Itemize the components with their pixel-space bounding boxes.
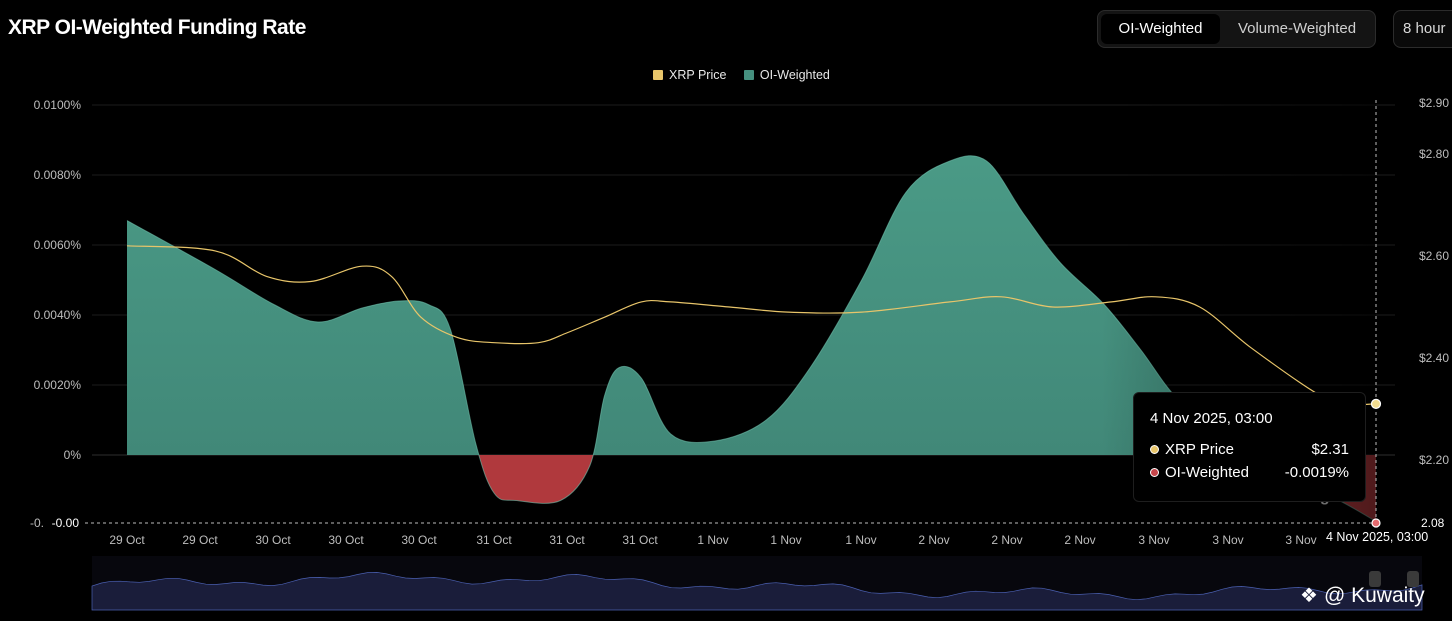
hover-tooltip: 4 Nov 2025, 03:00 XRP Price $2.31 OI-Wei… <box>1133 392 1366 502</box>
tooltip-label-price: XRP Price <box>1165 441 1234 458</box>
chart-legend: XRP Price OI-Weighted <box>653 68 844 83</box>
left-tick-label: 0.0080% <box>34 168 82 182</box>
x-tick-label: 30 Oct <box>401 533 437 547</box>
x-tick-label: 2 Nov <box>1064 533 1095 547</box>
navigator-handle-right <box>1407 571 1419 587</box>
crosshair <box>85 100 1382 528</box>
tooltip-row-price: XRP Price $2.31 <box>1150 441 1349 458</box>
crosshair-y-left-box <box>47 515 83 532</box>
left-tick-label: 0.0020% <box>34 378 82 392</box>
x-tick-label: 3 Nov <box>1138 533 1169 547</box>
watermark: ❖ @ Kuwaity <box>1300 583 1425 608</box>
x-tick-label: 31 Oct <box>622 533 658 547</box>
x-tick-label: 1 Nov <box>770 533 801 547</box>
x-tick-label: 3 Nov <box>1285 533 1316 547</box>
x-tick-label: 2 Nov <box>918 533 949 547</box>
x-tick-label: 2 Nov <box>991 533 1022 547</box>
x-tick-label: 3 Nov <box>1212 533 1243 547</box>
x-tick-label: 29 Oct <box>109 533 145 547</box>
right-tick-label: $2.90 <box>1419 96 1449 110</box>
x-tick-label: 31 Oct <box>549 533 585 547</box>
oi-weighted-button[interactable]: OI-Weighted <box>1101 14 1220 44</box>
tooltip-value-price: $2.31 <box>1311 441 1349 458</box>
volume-weighted-button[interactable]: Volume-Weighted <box>1237 20 1357 37</box>
legend-item-oi[interactable]: OI-Weighted <box>743 68 830 82</box>
crosshair-y-left-label: -0.00 <box>52 516 80 530</box>
legend-label-oi: OI-Weighted <box>759 68 830 82</box>
navigator-area <box>91 572 1423 611</box>
xrp-price-line <box>126 245 1377 406</box>
right-tick-label: $2.80 <box>1419 147 1449 161</box>
right-axis-labels: $2.90 $2.80 $2.60 $2.40 $2.20 2.08 <box>1419 96 1449 530</box>
x-tick-label: 30 Oct <box>255 533 291 547</box>
legend-swatch-price <box>653 70 663 80</box>
tooltip-dot-oi <box>1150 468 1159 477</box>
crosshair-y-right-label: 2.08 <box>1421 516 1445 530</box>
weighting-toggle: OI-Weighted Volume-Weighted <box>1097 10 1376 48</box>
tooltip-value-oi: -0.0019% <box>1284 464 1349 481</box>
left-tick-label: 0.0040% <box>34 308 82 322</box>
legend-item-price[interactable]: XRP Price <box>653 68 726 82</box>
oi-marker <box>1371 518 1381 528</box>
xrp-price-series <box>126 245 1377 406</box>
x-tick-label: 31 Oct <box>476 533 512 547</box>
watermark-text: @ Kuwaity <box>1323 583 1425 607</box>
tooltip-title: 4 Nov 2025, 03:00 <box>1150 410 1273 427</box>
tooltip-label-oi: OI-Weighted <box>1165 464 1249 481</box>
x-tick-label: 1 Nov <box>845 533 876 547</box>
x-axis-labels: 29 Oct 29 Oct 30 Oct 30 Oct 30 Oct 31 Oct 31 O… <box>109 533 1316 547</box>
binance-diamond-icon: ❖ <box>1300 585 1318 607</box>
navigator-handle-left <box>1369 571 1381 587</box>
x-tick-label: 1 Nov <box>697 533 728 547</box>
left-tick-label: 0% <box>64 448 82 462</box>
right-tick-label: $2.20 <box>1419 453 1449 467</box>
interval-select[interactable]: 8 hour <box>1393 10 1452 48</box>
range-navigator[interactable] <box>91 556 1423 611</box>
right-tick-label: $2.40 <box>1419 351 1449 365</box>
left-tick-label: 0.0100% <box>34 98 82 112</box>
right-tick-label: $2.60 <box>1419 249 1449 263</box>
tooltip-row-oi: OI-Weighted -0.0019% <box>1150 464 1349 481</box>
left-axis-labels: 0.0100% 0.0080% 0.0060% 0.0040% 0.0020% 0% -0.… <box>30 98 83 532</box>
x-tick-label: 29 Oct <box>182 533 218 547</box>
x-tick-label: 30 Oct <box>328 533 364 547</box>
page-title: XRP OI-Weighted Funding Rate <box>8 16 306 39</box>
left-tick-label: 0.0060% <box>34 238 82 252</box>
legend-swatch-oi <box>743 70 754 80</box>
tooltip-dot-price <box>1150 445 1159 454</box>
crosshair-x-label: 4 Nov 2025, 03:00 <box>1322 529 1433 545</box>
left-tick-label: -0. <box>30 516 44 530</box>
legend-label-price: XRP Price <box>669 68 727 82</box>
price-marker <box>1370 398 1382 409</box>
